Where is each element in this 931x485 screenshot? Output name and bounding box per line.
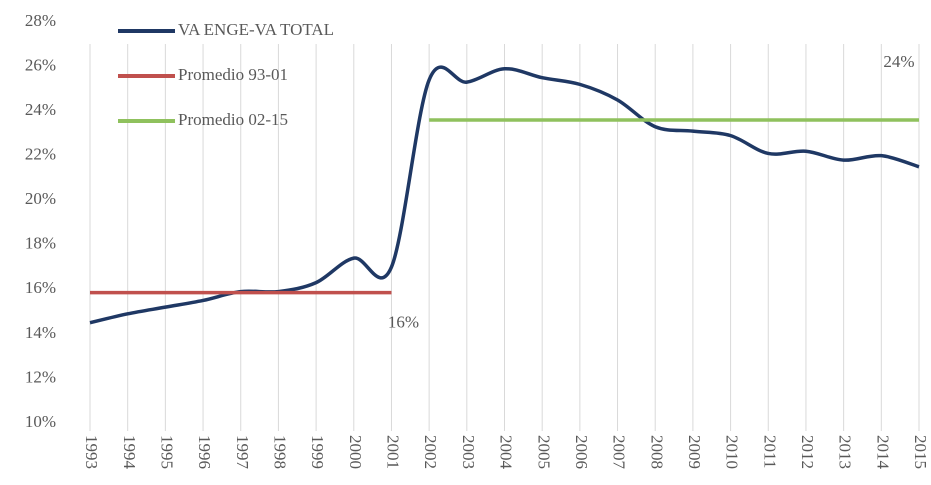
x-tick-label: 2000: [346, 435, 365, 469]
x-tick-label: 1993: [82, 435, 101, 469]
x-tick-label: 2015: [911, 435, 930, 469]
x-tick-label: 1994: [120, 435, 139, 470]
x-tick-label: 2007: [610, 435, 629, 470]
x-tick-label: 2013: [836, 435, 855, 469]
x-tick-label: 2014: [873, 435, 892, 470]
x-tick-label: 1997: [233, 435, 252, 470]
y-tick-label: 22%: [25, 145, 56, 164]
x-tick-label: 2004: [497, 435, 516, 470]
x-tick-label: 2010: [723, 435, 742, 469]
y-tick-label: 28%: [25, 11, 56, 30]
x-tick-label: 2011: [760, 435, 779, 468]
x-tick-label: 2006: [572, 435, 591, 469]
x-tick-label: 2001: [384, 435, 403, 469]
x-tick-label: 1995: [157, 435, 176, 469]
y-tick-label: 26%: [25, 55, 56, 74]
legend-label: VA ENGE-VA TOTAL: [178, 20, 334, 39]
y-tick-label: 10%: [25, 412, 56, 431]
x-tick-label: 2002: [421, 435, 440, 469]
x-tick-label: 2008: [647, 435, 666, 469]
y-tick-label: 16%: [25, 278, 56, 297]
x-tick-label: 1999: [308, 435, 327, 469]
y-tick-label: 24%: [25, 100, 56, 119]
y-tick-label: 12%: [25, 367, 56, 386]
x-tick-label: 1998: [271, 435, 290, 469]
x-tick-label: 1996: [195, 435, 214, 469]
data-label: 24%: [883, 52, 914, 71]
x-tick-label: 2003: [459, 435, 478, 469]
y-tick-label: 18%: [25, 234, 56, 253]
legend-label: Promedio 02-15: [178, 110, 288, 129]
legend-label: Promedio 93-01: [178, 65, 288, 84]
x-tick-label: 2012: [798, 435, 817, 469]
x-tick-label: 2009: [685, 435, 704, 469]
x-tick-label: 2005: [534, 435, 553, 469]
y-tick-label: 14%: [25, 323, 56, 342]
data-label: 16%: [388, 313, 419, 332]
y-tick-label: 20%: [25, 189, 56, 208]
